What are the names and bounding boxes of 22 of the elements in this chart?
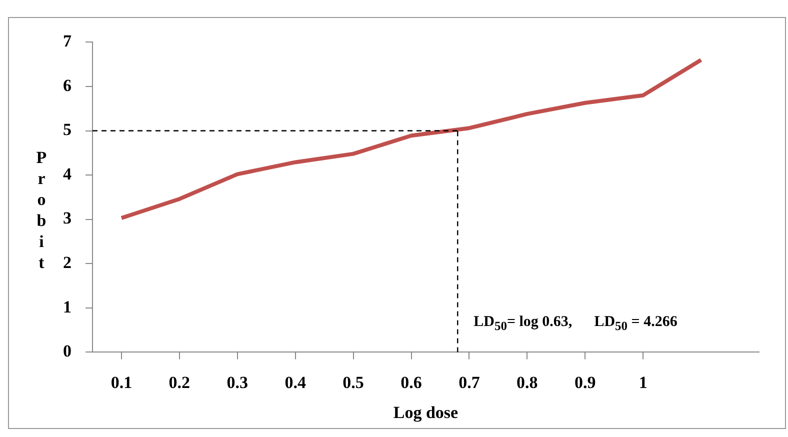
x-tick-label: 0.7 xyxy=(458,372,480,392)
x-tick-label: 0.3 xyxy=(226,372,248,392)
annotation: LD$_{50}$= log 0.63, xyxy=(474,314,572,334)
x-tick-label: 0.4 xyxy=(284,372,306,392)
y-tick-label: 0 xyxy=(63,342,72,361)
x-tick-label: 0.9 xyxy=(574,372,596,392)
x-tick-label: 0.6 xyxy=(400,372,422,392)
x-tick-label: 1 xyxy=(638,372,648,392)
y-tick-label: 1 xyxy=(63,297,72,316)
x-axis-title: Log dose xyxy=(393,403,459,422)
y-tick-label: 4 xyxy=(63,164,72,184)
x-tick-label: 0.5 xyxy=(342,372,364,392)
y-tick-label: 5 xyxy=(63,120,72,140)
y-tick-label: 3 xyxy=(63,208,72,228)
y-tick-label: 7 xyxy=(63,32,72,51)
x-tick-label: 0.2 xyxy=(168,372,190,392)
x-tick-label: 0.8 xyxy=(516,372,538,392)
y-axis-title: Probit xyxy=(31,148,51,274)
x-tick-label: 0.1 xyxy=(110,372,132,392)
annotation: LD$_{50}$ = 4.266 xyxy=(594,314,678,334)
y-tick-label: 2 xyxy=(63,253,72,272)
y-tick-label: 6 xyxy=(63,76,72,95)
